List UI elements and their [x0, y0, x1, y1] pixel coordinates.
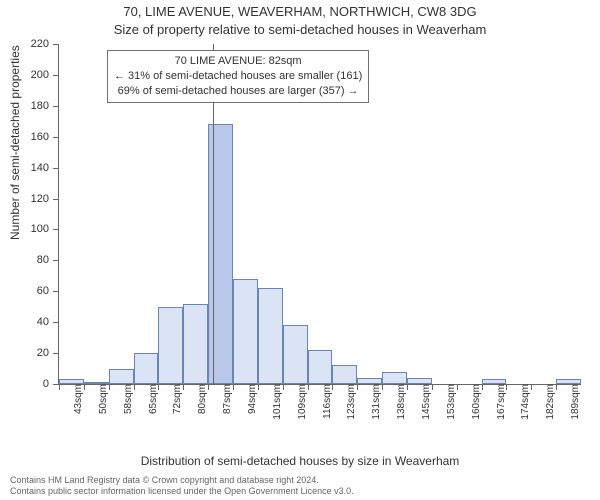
x-tick — [556, 384, 557, 390]
x-tick — [183, 384, 184, 390]
y-tick-label: 40 — [37, 316, 59, 328]
x-tick — [432, 384, 433, 390]
histogram-bar — [308, 350, 333, 384]
y-tick-label: 180 — [31, 100, 59, 112]
x-tick — [258, 384, 259, 390]
x-tick-label: 109sqm — [289, 384, 308, 420]
histogram-bar — [283, 325, 308, 384]
y-tick-label: 140 — [31, 162, 59, 174]
x-tick-label: 72sqm — [164, 384, 183, 414]
x-tick-label: 101sqm — [264, 384, 283, 420]
x-tick — [59, 384, 60, 390]
y-axis-label: Number of semi-detached properties — [8, 45, 22, 240]
y-tick-label: 120 — [31, 193, 59, 205]
x-tick-label: 58sqm — [115, 384, 134, 414]
x-tick — [134, 384, 135, 390]
x-tick — [482, 384, 483, 390]
y-tick-label: 200 — [31, 69, 59, 81]
x-tick-label: 182sqm — [537, 384, 556, 420]
x-tick-label: 43sqm — [65, 384, 84, 414]
annotation-line1: 70 LIME AVENUE: 82sqm — [114, 54, 362, 69]
histogram-bar-highlight — [208, 124, 233, 384]
x-tick — [407, 384, 408, 390]
chart-container: 70, LIME AVENUE, WEAVERHAM, NORTHWICH, C… — [0, 0, 600, 500]
x-tick — [158, 384, 159, 390]
x-tick — [308, 384, 309, 390]
x-tick-label: 80sqm — [189, 384, 208, 414]
y-tick-label: 20 — [37, 347, 59, 359]
annotation-line2: ← 31% of semi-detached houses are smalle… — [114, 69, 362, 84]
x-tick-label: 94sqm — [239, 384, 258, 414]
x-tick-label: 123sqm — [338, 384, 357, 420]
x-tick — [506, 384, 507, 390]
x-tick-label: 153sqm — [438, 384, 457, 420]
x-tick-label: 145sqm — [413, 384, 432, 420]
x-tick-label: 50sqm — [90, 384, 109, 414]
histogram-bar — [183, 304, 208, 384]
x-tick-label: 131sqm — [363, 384, 382, 420]
chart-title-sub: Size of property relative to semi-detach… — [0, 22, 600, 37]
x-tick — [283, 384, 284, 390]
x-tick — [233, 384, 234, 390]
attribution-line2: Contains public sector information licen… — [10, 486, 590, 497]
annotation-box: 70 LIME AVENUE: 82sqm← 31% of semi-detac… — [107, 50, 369, 103]
x-tick-label: 138sqm — [388, 384, 407, 420]
x-tick-label: 174sqm — [512, 384, 531, 420]
x-axis-label: Distribution of semi-detached houses by … — [0, 454, 600, 468]
x-tick-label: 189sqm — [562, 384, 581, 420]
histogram-bar — [109, 369, 134, 384]
y-tick-label: 100 — [31, 223, 59, 235]
x-tick — [332, 384, 333, 390]
histogram-bar — [134, 353, 159, 384]
chart-title-main: 70, LIME AVENUE, WEAVERHAM, NORTHWICH, C… — [0, 4, 600, 19]
x-tick — [457, 384, 458, 390]
x-tick — [382, 384, 383, 390]
y-tick-label: 160 — [31, 131, 59, 143]
y-tick-label: 0 — [43, 378, 59, 390]
x-tick — [84, 384, 85, 390]
histogram-bar — [258, 288, 283, 384]
x-tick — [531, 384, 532, 390]
x-tick — [109, 384, 110, 390]
x-tick-label: 160sqm — [463, 384, 482, 420]
y-tick-label: 220 — [31, 38, 59, 50]
x-tick-label: 65sqm — [140, 384, 159, 414]
attribution-text: Contains HM Land Registry data © Crown c… — [10, 475, 590, 498]
attribution-line1: Contains HM Land Registry data © Crown c… — [10, 475, 590, 486]
x-tick — [357, 384, 358, 390]
x-tick-label: 87sqm — [214, 384, 233, 414]
histogram-bar — [233, 279, 258, 384]
histogram-bar — [382, 372, 407, 384]
plot-area: 02040608010012014016018020022043sqm50sqm… — [58, 44, 581, 385]
histogram-bar — [332, 365, 357, 384]
x-tick-label: 116sqm — [314, 384, 333, 419]
histogram-bar — [158, 307, 183, 384]
x-tick-label: 167sqm — [488, 384, 507, 420]
annotation-line3: 69% of semi-detached houses are larger (… — [114, 84, 362, 99]
y-tick-label: 60 — [37, 285, 59, 297]
x-tick — [208, 384, 209, 390]
y-tick-label: 80 — [37, 254, 59, 266]
